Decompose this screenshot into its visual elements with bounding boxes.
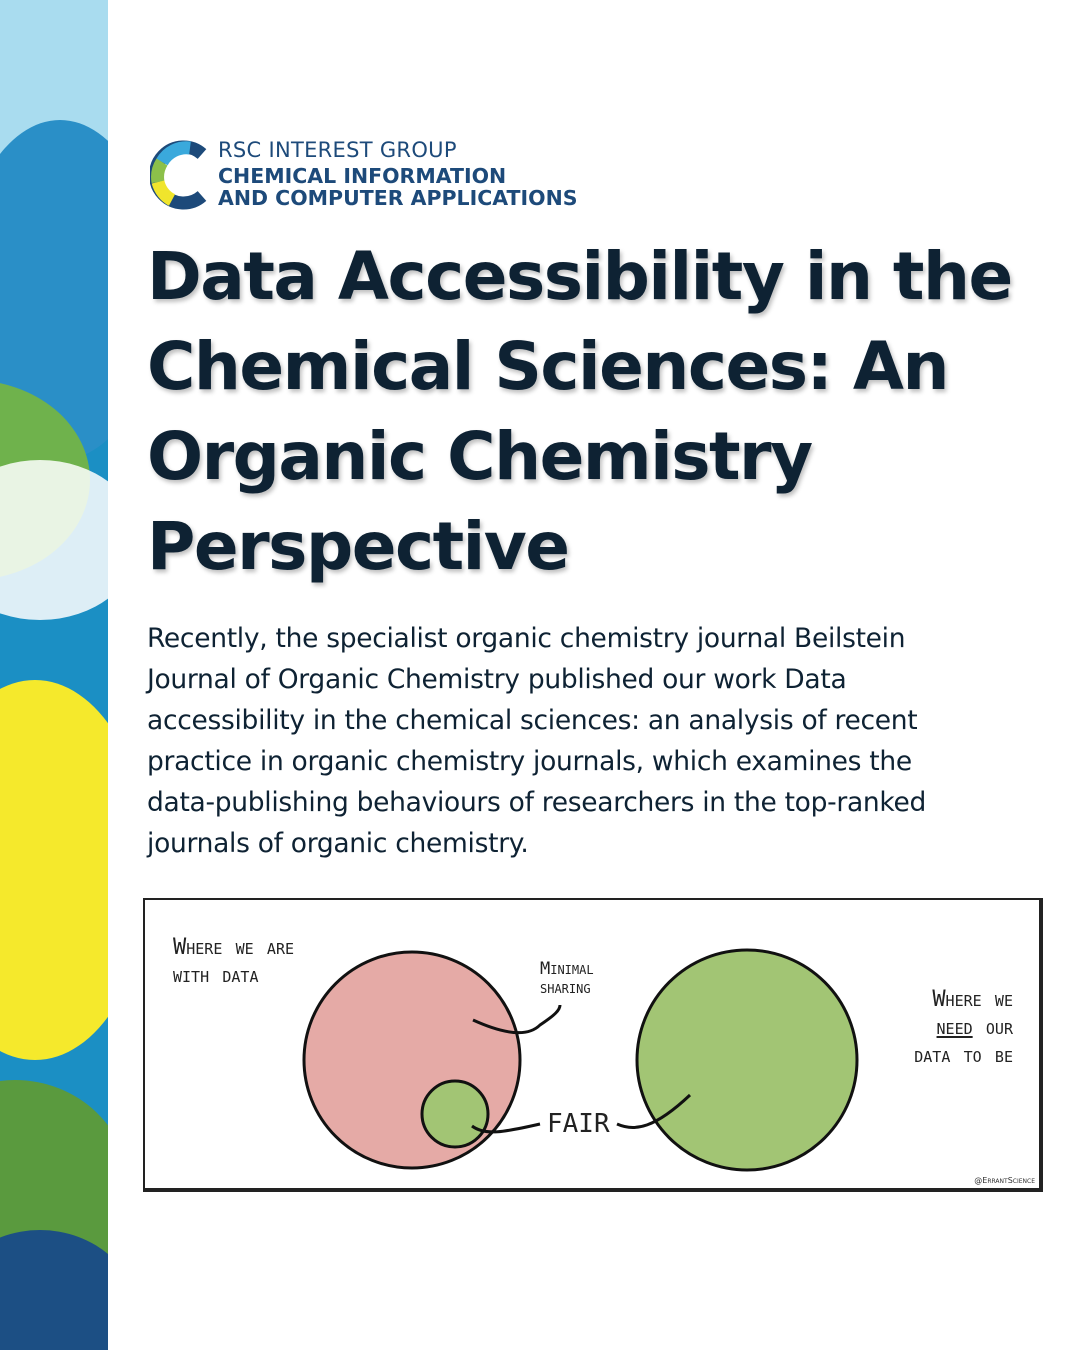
decorative-color-strip xyxy=(0,0,108,1350)
logo-line-2: CHEMICAL INFORMATION xyxy=(218,164,507,188)
logo-line-3: AND COMPUTER APPLICATIONS xyxy=(218,186,578,210)
venn-drawing xyxy=(302,948,859,1172)
label-line: our xyxy=(972,1015,1013,1040)
label-line: sharing xyxy=(540,978,591,998)
title-line: Organic Chemistry xyxy=(147,418,813,495)
label-line: Minimal xyxy=(540,959,594,979)
body-line: accessibility in the chemical sciences: … xyxy=(147,705,918,736)
label-line: data to be xyxy=(914,1043,1013,1068)
title-line: Data Accessibility in the xyxy=(147,238,1013,315)
rsc-c-logo-icon xyxy=(150,140,207,210)
body-line: Journal of Organic Chemistry published o… xyxy=(147,664,847,695)
body-line: journals of organic chemistry. xyxy=(147,828,529,859)
logo-line-1: RSC INTEREST GROUP xyxy=(218,138,457,162)
where-we-are-label: Where we are with data xyxy=(173,934,294,990)
title-line: Chemical Sciences: An xyxy=(147,328,949,405)
label-line: with data xyxy=(173,963,259,988)
target-data-circle xyxy=(635,948,859,1172)
body-paragraph: Recently, the specialist organic chemist… xyxy=(147,618,1037,864)
title-line: Perspective xyxy=(147,508,570,585)
minimal-sharing-label: Minimal sharing xyxy=(540,960,594,998)
rsc-logo: RSC INTEREST GROUP CHEMICAL INFORMATION … xyxy=(150,138,580,213)
body-line: practice in organic chemistry journals, … xyxy=(147,746,912,777)
body-line: data-publishing behaviours of researcher… xyxy=(147,787,927,818)
where-we-need-label: Where we need our data to be xyxy=(871,986,1013,1070)
fair-label: FAIR xyxy=(547,1109,610,1139)
body-line: Recently, the specialist organic chemist… xyxy=(147,623,906,654)
fair-data-comic: Where we are with data Minimal sharing F… xyxy=(143,898,1043,1192)
label-line: Where we xyxy=(932,987,1013,1012)
page-title: Data Accessibility in the Chemical Scien… xyxy=(147,232,1047,592)
fair-small-circle xyxy=(420,1079,490,1149)
current-data-circle xyxy=(302,950,522,1170)
label-line: Where we are xyxy=(173,935,295,960)
need-emphasis: need xyxy=(936,1015,973,1040)
comic-credit: @ErrantScience xyxy=(974,1176,1035,1185)
